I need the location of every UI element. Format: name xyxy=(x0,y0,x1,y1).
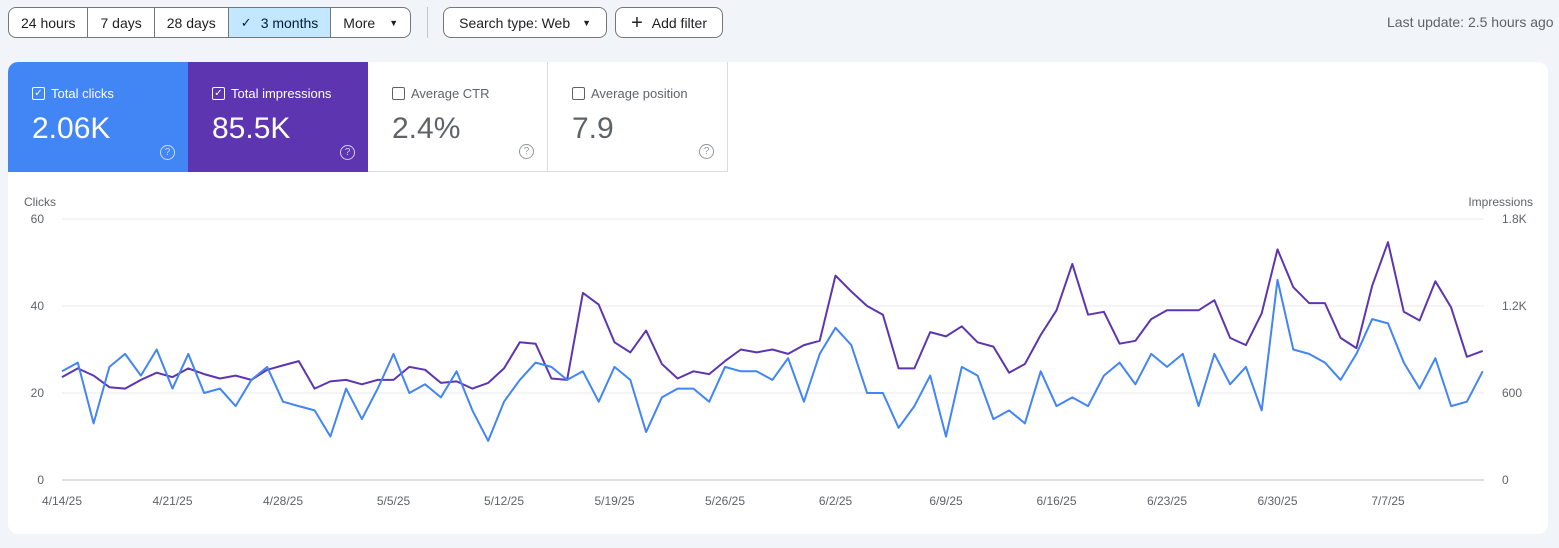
range-3-months-button[interactable]: ✓ 3 months xyxy=(228,8,332,37)
right-tick-label: 1.8K xyxy=(1502,212,1527,226)
checkbox-unchecked-icon[interactable] xyxy=(392,87,405,100)
checkbox-checked-icon[interactable]: ✓ xyxy=(212,87,225,100)
add-filter-button[interactable]: + Add filter xyxy=(615,7,723,38)
metric-label: Average position xyxy=(591,86,688,101)
range-label: 3 months xyxy=(260,14,319,31)
help-icon[interactable]: ? xyxy=(160,145,175,160)
search-type-label: Search type: Web xyxy=(459,14,571,31)
metric-value: 85.5K xyxy=(212,112,291,145)
metric-value: 7.9 xyxy=(572,112,614,145)
metric-label: Total impressions xyxy=(231,86,332,101)
metric-average-ctr[interactable]: Average CTR 2.4% ? xyxy=(368,62,548,172)
range-28-days-button[interactable]: 28 days xyxy=(155,8,229,37)
x-tick-label: 7/7/25 xyxy=(1371,494,1405,508)
impressions-series-line xyxy=(61,241,1484,390)
last-update-text: Last update: 2.5 hours ago xyxy=(1387,14,1554,30)
plus-icon: + xyxy=(631,11,643,34)
x-tick-label: 6/23/25 xyxy=(1147,494,1187,508)
add-filter-label: Add filter xyxy=(651,14,707,31)
caret-down-icon: ▼ xyxy=(389,17,399,28)
left-tick-label: 0 xyxy=(37,473,44,487)
more-label: More xyxy=(343,14,376,31)
performance-chart[interactable]: Clicks Impressions 0 0 20 600 40 1.2K 60 1.8K 4/… xyxy=(8,62,1548,534)
range-24-hours-button[interactable]: 24 hours xyxy=(9,8,89,37)
left-tick-label: 20 xyxy=(31,386,45,400)
right-axis-label: Impressions xyxy=(1468,195,1533,209)
help-icon[interactable]: ? xyxy=(340,145,355,160)
metric-label: Average CTR xyxy=(411,86,490,101)
x-tick-label: 5/12/25 xyxy=(484,494,524,508)
range-7-days-button[interactable]: 7 days xyxy=(88,8,155,37)
x-tick-label: 5/5/25 xyxy=(377,494,411,508)
metric-total-clicks[interactable]: ✓ Total clicks 2.06K ? xyxy=(8,62,188,172)
right-tick-label: 600 xyxy=(1502,386,1522,400)
metric-tabs: ✓ Total clicks 2.06K ? ✓ Total impressions… xyxy=(8,62,728,172)
x-tick-label: 6/16/25 xyxy=(1036,494,1076,508)
help-icon[interactable]: ? xyxy=(699,144,714,159)
x-tick-label: 5/19/25 xyxy=(594,494,634,508)
toolbar: 24 hours 7 days 28 days ✓ 3 months More ▼ … xyxy=(8,7,731,38)
x-tick-label: 4/14/25 xyxy=(42,494,82,508)
range-label: 28 days xyxy=(166,14,216,31)
left-tick-label: 40 xyxy=(31,299,45,313)
performance-card: ✓ Total clicks 2.06K ? ✓ Total impressions… xyxy=(8,62,1548,534)
metric-label: Total clicks xyxy=(51,86,114,101)
clicks-series-line xyxy=(61,278,1484,442)
more-ranges-dropdown[interactable]: More ▼ xyxy=(331,8,410,37)
range-label: 7 days xyxy=(100,14,142,31)
x-tick-label: 6/9/25 xyxy=(929,494,963,508)
checkbox-unchecked-icon[interactable] xyxy=(572,87,585,100)
metric-value: 2.06K xyxy=(32,112,111,145)
x-tick-label: 6/30/25 xyxy=(1257,494,1297,508)
check-icon: ✓ xyxy=(240,14,252,30)
toolbar-divider xyxy=(427,7,429,38)
x-tick-label: 5/26/25 xyxy=(705,494,745,508)
metric-value: 2.4% xyxy=(392,112,461,145)
metric-total-impressions[interactable]: ✓ Total impressions 85.5K ? xyxy=(188,62,368,172)
left-axis-label: Clicks xyxy=(24,195,56,209)
x-tick-label: 4/21/25 xyxy=(152,494,192,508)
checkbox-checked-icon[interactable]: ✓ xyxy=(32,87,45,100)
x-tick-label: 4/28/25 xyxy=(263,494,303,508)
search-type-dropdown[interactable]: Search type: Web ▼ xyxy=(443,7,608,38)
help-icon[interactable]: ? xyxy=(519,144,534,159)
caret-down-icon: ▼ xyxy=(582,17,592,28)
x-tick-label: 6/2/25 xyxy=(819,494,853,508)
right-tick-label: 0 xyxy=(1502,473,1509,487)
date-range-selector: 24 hours 7 days 28 days ✓ 3 months More ▼ xyxy=(8,7,412,38)
range-label: 24 hours xyxy=(21,14,76,31)
left-tick-label: 60 xyxy=(31,212,45,226)
right-tick-label: 1.2K xyxy=(1502,299,1527,313)
metric-average-position[interactable]: Average position 7.9 ? xyxy=(548,62,728,172)
